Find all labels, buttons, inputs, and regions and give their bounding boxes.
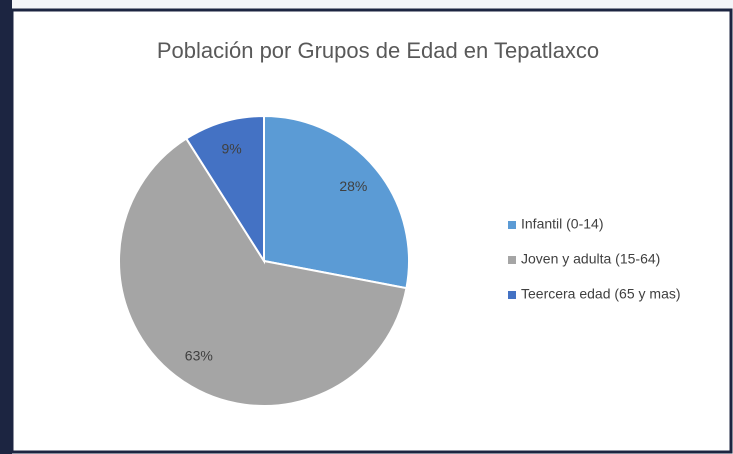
legend-label: Joven y adulta (15-64): [521, 251, 660, 267]
legend-swatch: [508, 221, 516, 229]
data-label: 9%: [222, 140, 242, 156]
legend-swatch: [508, 291, 516, 299]
frame-left: [0, 0, 12, 454]
data-label: 28%: [339, 178, 367, 194]
data-label: 63%: [185, 348, 213, 364]
pie-slice: [118, 137, 408, 407]
pie-slice: [184, 114, 265, 265]
pie-slice: [263, 114, 410, 290]
chart-title: Población por Grupos de Edad en Tepatlax…: [157, 38, 599, 63]
legend-label: Teercera edad (65 y mas): [521, 286, 681, 302]
legend-swatch: [508, 256, 516, 264]
legend-label: Infantil (0-14): [521, 216, 603, 232]
